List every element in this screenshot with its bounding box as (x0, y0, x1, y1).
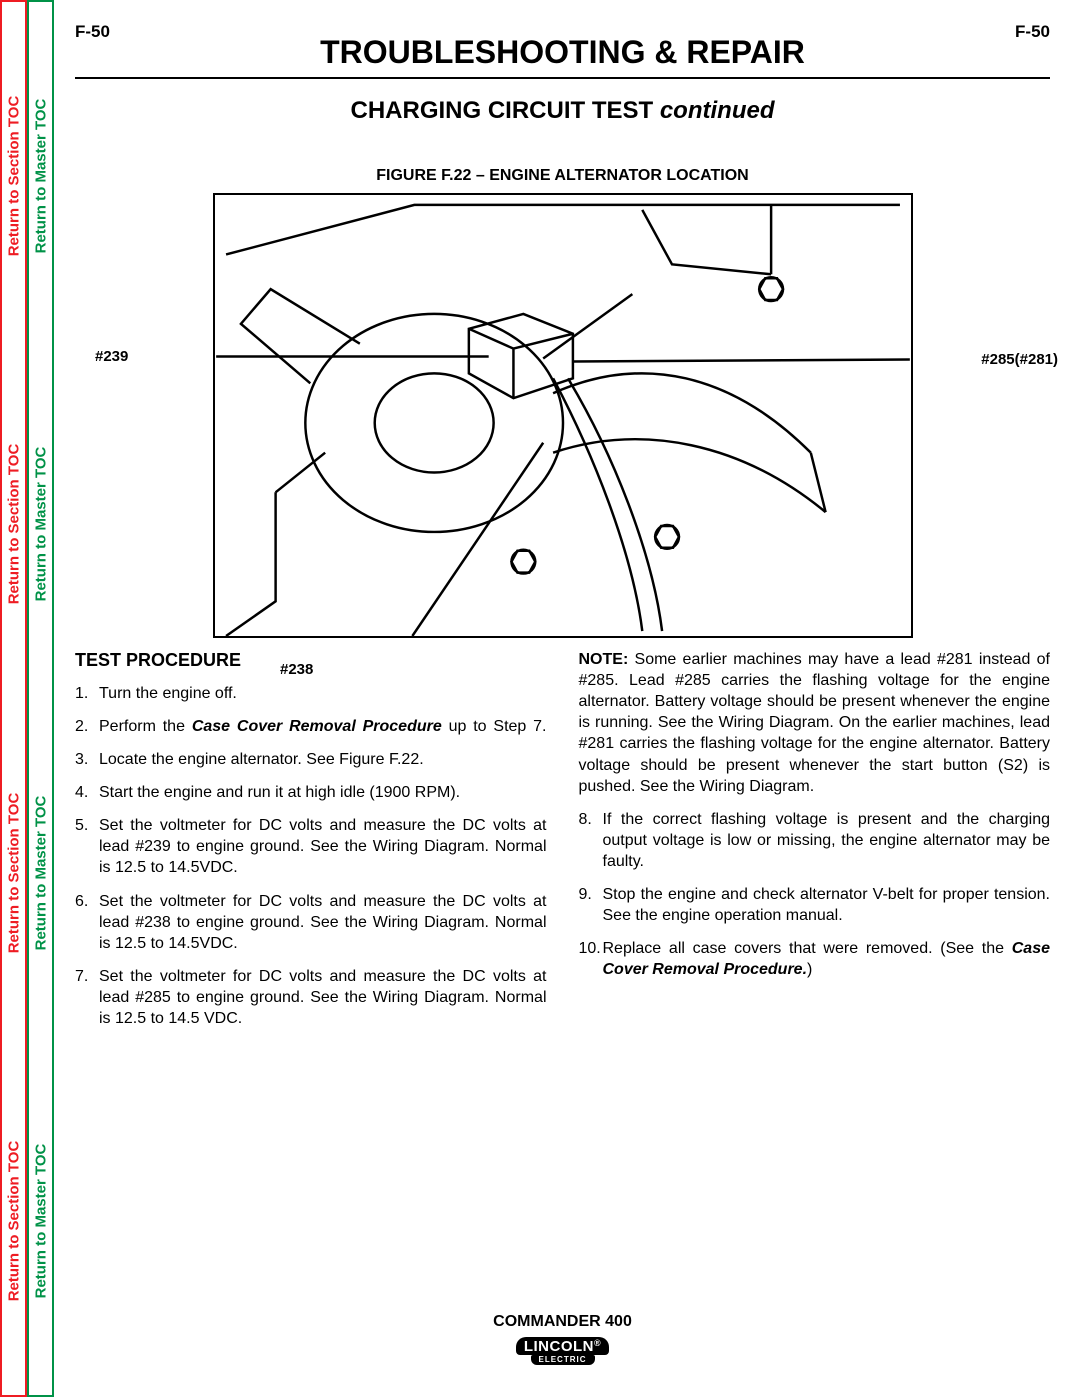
step-text: Locate the engine alternator. See Figure… (99, 749, 547, 770)
figure-callout-239: #239 (95, 348, 128, 365)
step-item: 1.Turn the engine off. (75, 683, 547, 704)
figure-area: #239 #285(#281) #238 (75, 193, 1050, 643)
title-rule (75, 77, 1050, 79)
step-item: 5.Set the voltmeter for DC volts and mea… (75, 815, 547, 878)
master-toc-column: Return to Master TOC Return to Master TO… (27, 0, 54, 1397)
left-column: TEST PROCEDURE 1.Turn the engine off.2.P… (75, 649, 547, 1041)
step-text: Set the voltmeter for DC volts and measu… (99, 815, 547, 878)
step-text: Set the voltmeter for DC volts and measu… (99, 891, 547, 954)
step-emphasis: Case Cover Removal Procedure. (603, 940, 1051, 978)
right-column: NOTE: Some earlier machines may have a l… (579, 649, 1051, 1041)
step-text: Stop the engine and check alternator V-b… (603, 884, 1051, 926)
step-text: Turn the engine off. (99, 683, 547, 704)
page-code-left: F-50 (75, 22, 110, 42)
master-toc-link-3[interactable]: Return to Master TOC (29, 699, 52, 1047)
note-paragraph: NOTE: Some earlier machines may have a l… (579, 649, 1051, 797)
master-toc-link-2[interactable]: Return to Master TOC (29, 350, 52, 698)
content-columns: TEST PROCEDURE 1.Turn the engine off.2.P… (75, 649, 1050, 1041)
step-item: 6.Set the voltmeter for DC volts and mea… (75, 891, 547, 954)
step-number: 9. (579, 884, 603, 926)
step-number: 8. (579, 809, 603, 872)
step-item: 9.Stop the engine and check alternator V… (579, 884, 1051, 926)
note-text: Some earlier machines may have a lead #2… (579, 651, 1051, 795)
step-number: 3. (75, 749, 99, 770)
step-number: 2. (75, 716, 99, 737)
side-nav-tabs: Return to Section TOC Return to Section … (0, 0, 60, 1397)
subtitle-main: CHARGING CIRCUIT TEST (351, 97, 660, 124)
step-number: 1. (75, 683, 99, 704)
page-title: TROUBLESHOOTING & REPAIR (75, 34, 1050, 71)
step-emphasis: Case Cover Removal Procedure (192, 718, 442, 735)
step-item: 10.Replace all case covers that were rem… (579, 938, 1051, 980)
step-text: Perform the Case Cover Removal Procedure… (99, 716, 547, 737)
figure-illustration (213, 193, 913, 638)
step-number: 5. (75, 815, 99, 878)
logo-reg: ® (594, 1338, 601, 1348)
figure-title: FIGURE F.22 – ENGINE ALTERNATOR LOCATION (75, 167, 1050, 185)
brand-logo: LINCOLN® ELECTRIC (516, 1337, 609, 1365)
step-item: 8.If the correct flashing voltage is pre… (579, 809, 1051, 872)
step-number: 7. (75, 966, 99, 1029)
section-toc-link-4[interactable]: Return to Section TOC (2, 1047, 25, 1395)
note-lead: NOTE: (579, 651, 629, 668)
step-number: 6. (75, 891, 99, 954)
step-text: Start the engine and run it at high idle… (99, 782, 547, 803)
logo-top: LINCOLN® (516, 1337, 609, 1355)
step-item: 2.Perform the Case Cover Removal Procedu… (75, 716, 547, 737)
section-toc-link-3[interactable]: Return to Section TOC (2, 699, 25, 1047)
section-toc-link-1[interactable]: Return to Section TOC (2, 2, 25, 350)
page-subtitle: CHARGING CIRCUIT TEST continued (75, 97, 1050, 125)
page-code-right: F-50 (1015, 22, 1050, 42)
step-text: Set the voltmeter for DC volts and measu… (99, 966, 547, 1029)
logo-top-text: LINCOLN (524, 1338, 594, 1355)
step-text: Replace all case covers that were remove… (603, 938, 1051, 980)
step-item: 7.Set the voltmeter for DC volts and mea… (75, 966, 547, 1029)
step-number: 10. (579, 938, 603, 980)
steps-left: 1.Turn the engine off.2.Perform the Case… (75, 683, 547, 1029)
master-toc-link-1[interactable]: Return to Master TOC (29, 2, 52, 350)
step-text: If the correct flashing voltage is prese… (603, 809, 1051, 872)
steps-right: 8.If the correct flashing voltage is pre… (579, 809, 1051, 981)
page-footer: COMMANDER 400 LINCOLN® ELECTRIC (75, 1313, 1050, 1367)
step-number: 4. (75, 782, 99, 803)
step-item: 4.Start the engine and run it at high id… (75, 782, 547, 803)
logo-bottom: ELECTRIC (531, 1355, 595, 1365)
figure-callout-285: #285(#281) (981, 351, 1058, 368)
page-body: F-50 F-50 TROUBLESHOOTING & REPAIR CHARG… (75, 22, 1050, 1397)
section-toc-column: Return to Section TOC Return to Section … (0, 0, 27, 1397)
master-toc-link-4[interactable]: Return to Master TOC (29, 1047, 52, 1395)
section-toc-link-2[interactable]: Return to Section TOC (2, 350, 25, 698)
subtitle-continued: continued (660, 97, 775, 124)
figure-callout-238: #238 (280, 661, 313, 678)
product-name: COMMANDER 400 (75, 1313, 1050, 1331)
step-item: 3.Locate the engine alternator. See Figu… (75, 749, 547, 770)
